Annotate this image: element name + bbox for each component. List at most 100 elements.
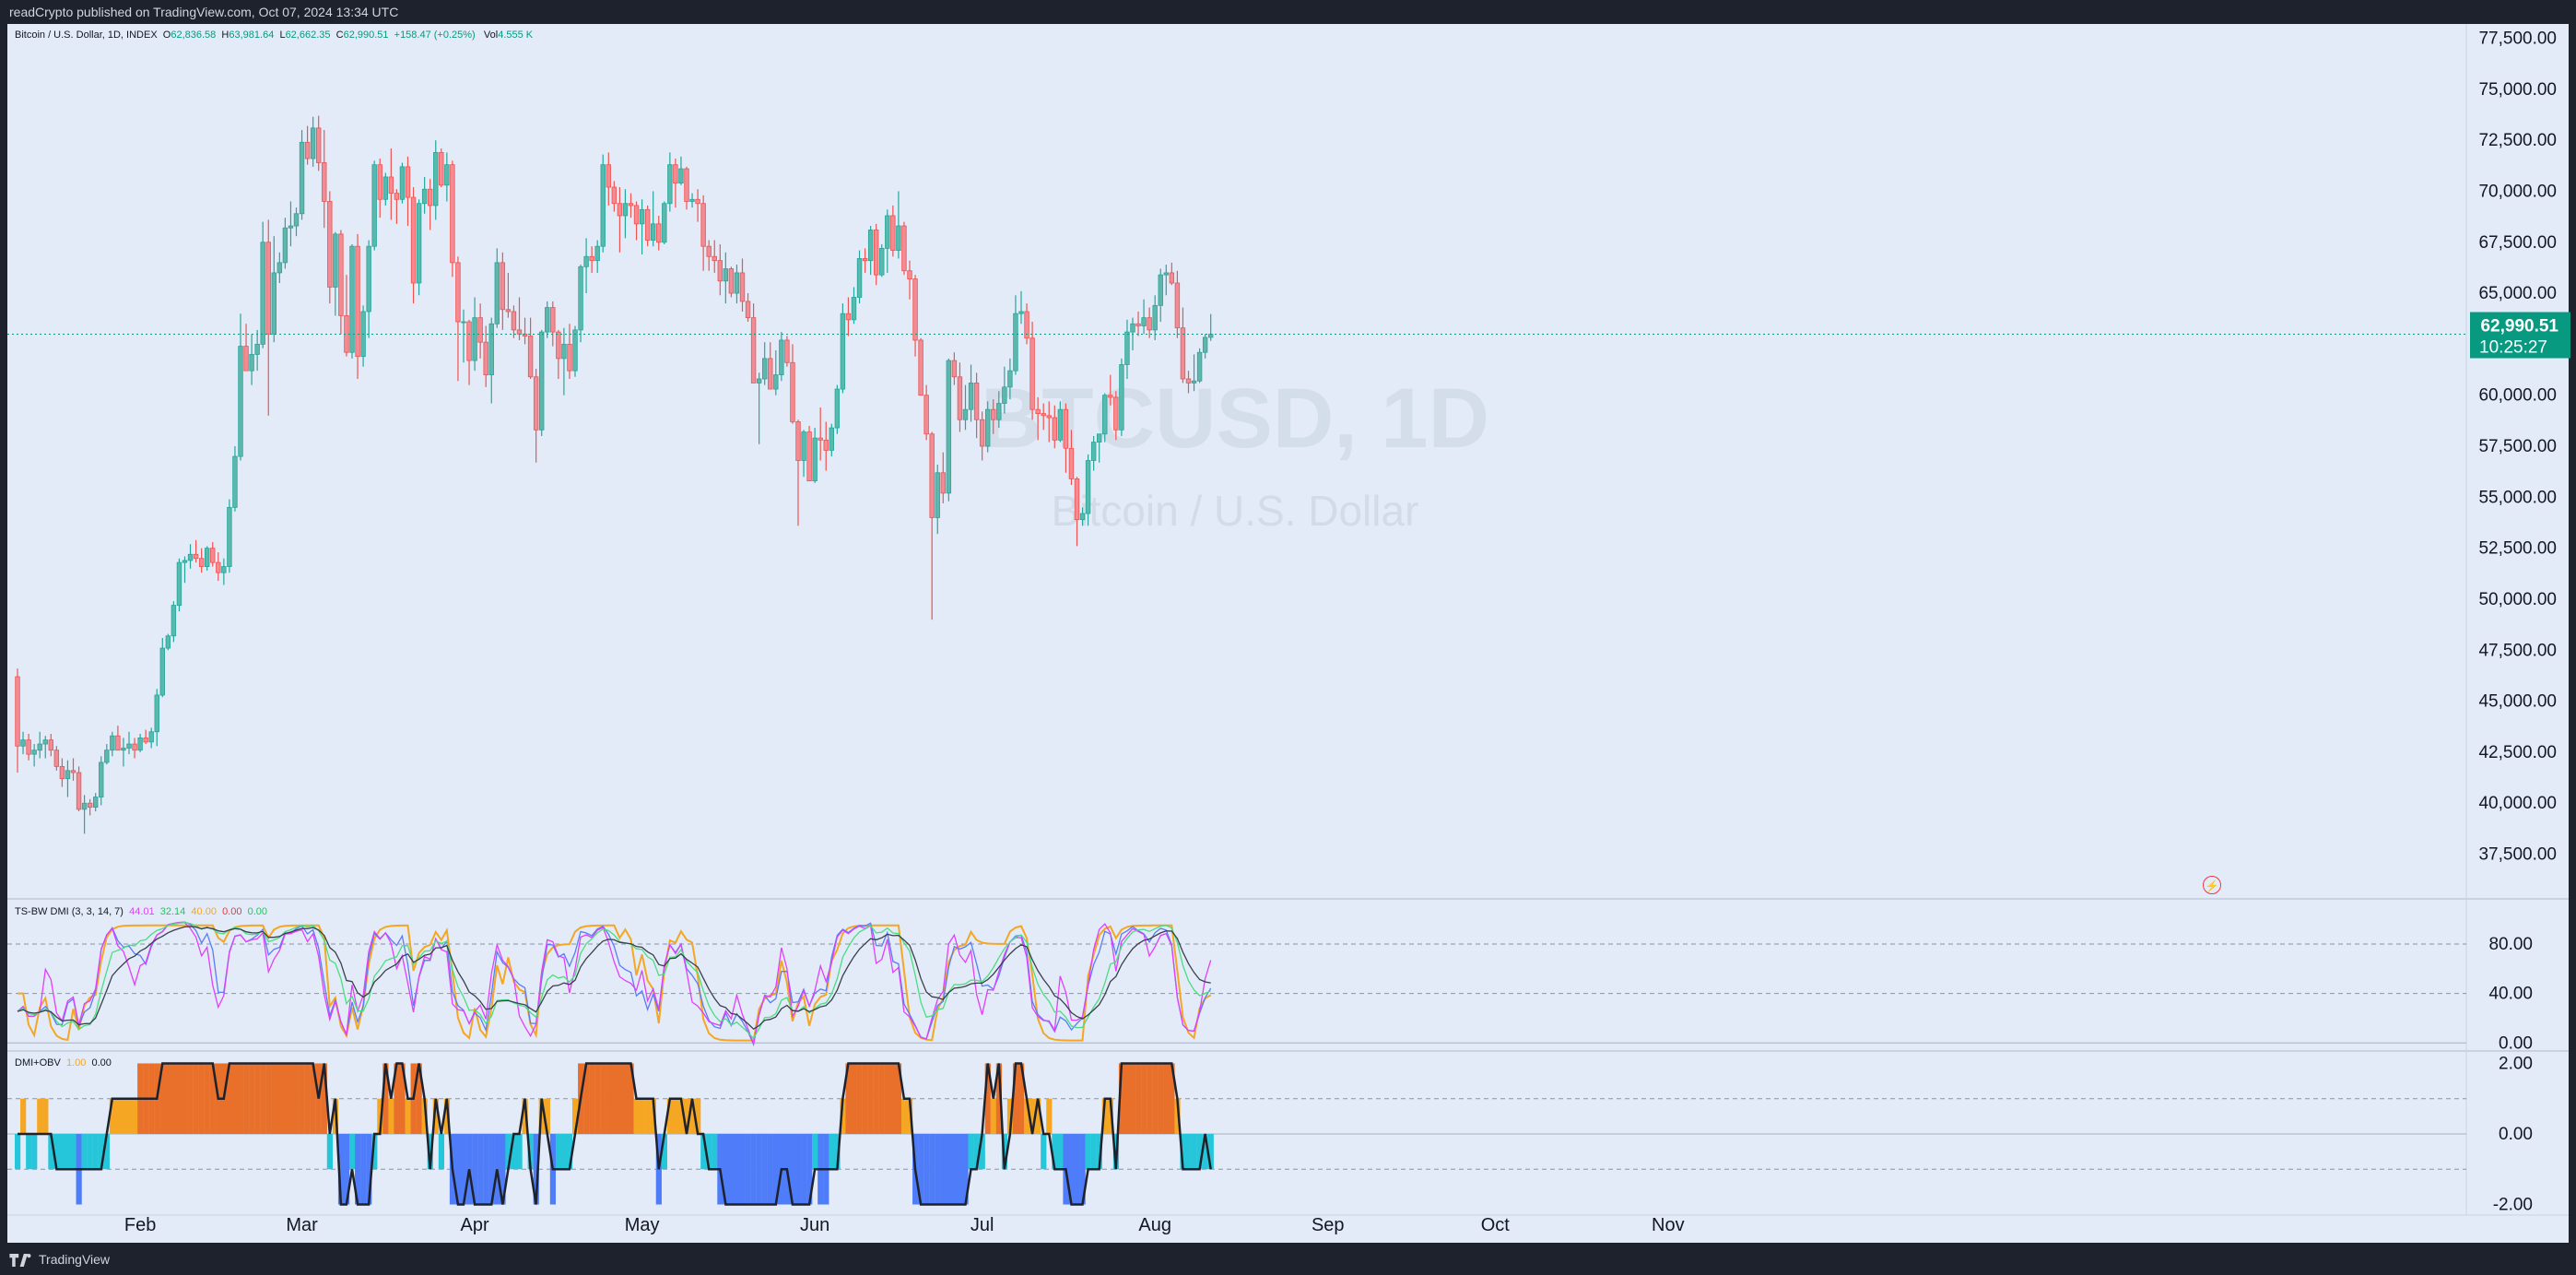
candle-body [500,262,506,311]
price-tick-label: 65,000.00 [2478,284,2557,303]
obv-bar [527,1134,534,1170]
obv-bar [544,1098,550,1134]
obv-bar [834,1134,841,1170]
obv-bar [1006,1098,1014,1134]
candle-body [611,186,618,205]
dmi-tick-label: 40.00 [2488,985,2533,1004]
candle-body [238,346,243,457]
obv-legend: DMI+OBV 1.00 0.00 [15,1057,112,1068]
obv-bar [572,1098,579,1134]
candle-body [322,162,327,202]
candle-body [1196,351,1203,382]
legend-open-label: O [162,30,171,41]
obv-bar [878,1063,885,1134]
candle-body [651,223,656,241]
candle-body [739,272,746,302]
candle-body [594,245,600,262]
obv-bar [360,1134,367,1205]
candle-body [684,168,689,202]
candle-body [829,427,834,451]
obv-bar [617,1063,623,1134]
candle-body [991,408,996,420]
obv-bar [282,1063,288,1134]
time-tick-label: Jun [800,1215,829,1235]
price-tick-label: 57,500.00 [2478,437,2557,456]
obv-bar [829,1134,835,1170]
obv-bar [443,1098,451,1134]
obv-bar [271,1063,277,1134]
candle-body [1113,396,1119,431]
chart-frame[interactable] [7,24,2569,1243]
candle-body [885,215,890,249]
candle-body [466,321,472,361]
obv-bar [454,1134,462,1205]
time-tick-label: Jul [970,1215,994,1235]
obv-bar [1180,1134,1186,1170]
candle-body [1052,417,1057,441]
obv-bar [427,1134,433,1170]
lightning-icon[interactable]: ⚡ [2203,876,2221,894]
obv-bar [1141,1063,1147,1134]
time-tick-label: Apr [461,1215,489,1235]
candle-body [216,561,221,573]
legend-vol: 4.555 K [498,30,534,41]
obv-bar [193,1063,199,1134]
candle-body [210,548,216,563]
candle-body [377,164,382,200]
candle-body [42,739,48,745]
obv-bar [739,1134,746,1205]
obv-bar [1029,1098,1036,1134]
price-tick-label: 50,000.00 [2478,590,2557,609]
candle-body [845,313,852,321]
legend-open: 62,836.58 [171,30,217,41]
candle-body [288,225,294,229]
obv-bar [957,1134,963,1205]
obv-bar [109,1098,116,1134]
candle-body [433,151,439,207]
obv-bar [176,1063,182,1134]
tradingview-logo[interactable]: TradingView [9,1245,110,1275]
price-tag-countdown: 10:25:27 [2479,338,2547,358]
candle-body [410,196,417,284]
candle-body [171,605,177,637]
obv-bar [288,1063,294,1134]
obv-bar [366,1134,372,1205]
candle-body [712,255,717,262]
obv-bar [1035,1098,1041,1134]
legend-vol-label: Vol [483,30,499,41]
candle-body [260,242,265,345]
candle-body [639,208,645,225]
candle-body [940,472,946,494]
candle-body [957,376,963,420]
obv-bar [723,1134,729,1205]
candle-body [879,247,885,276]
candle-body [784,339,790,363]
obv-bar [1147,1063,1153,1134]
candle-body [1147,317,1152,331]
legend-change: +158.47 (+0.25%) [394,30,476,41]
candle-body [700,203,706,247]
obv-bar [1135,1063,1142,1134]
candle-body [973,383,980,420]
obv-bar [1018,1063,1025,1134]
candle-body [1174,282,1181,329]
price-tick-label: 70,000.00 [2478,182,2557,201]
obv-bar [98,1134,104,1170]
candle-body [1202,336,1208,353]
obv-bar [432,1098,439,1134]
obv-bar [695,1098,701,1134]
candle-body [265,242,271,335]
obv-bar [37,1098,43,1134]
obv-bar [1074,1134,1080,1205]
obv-bar [438,1134,444,1170]
candle-body [862,258,868,262]
dmi-v3: 40.00 [191,906,217,917]
candle-body [717,260,723,282]
price-tick-label: 52,500.00 [2478,539,2557,559]
candle-body [779,339,784,375]
candle-body [1057,408,1064,441]
obv-bar [238,1063,244,1134]
obv-bar [677,1098,685,1134]
obv-bar [862,1063,868,1134]
